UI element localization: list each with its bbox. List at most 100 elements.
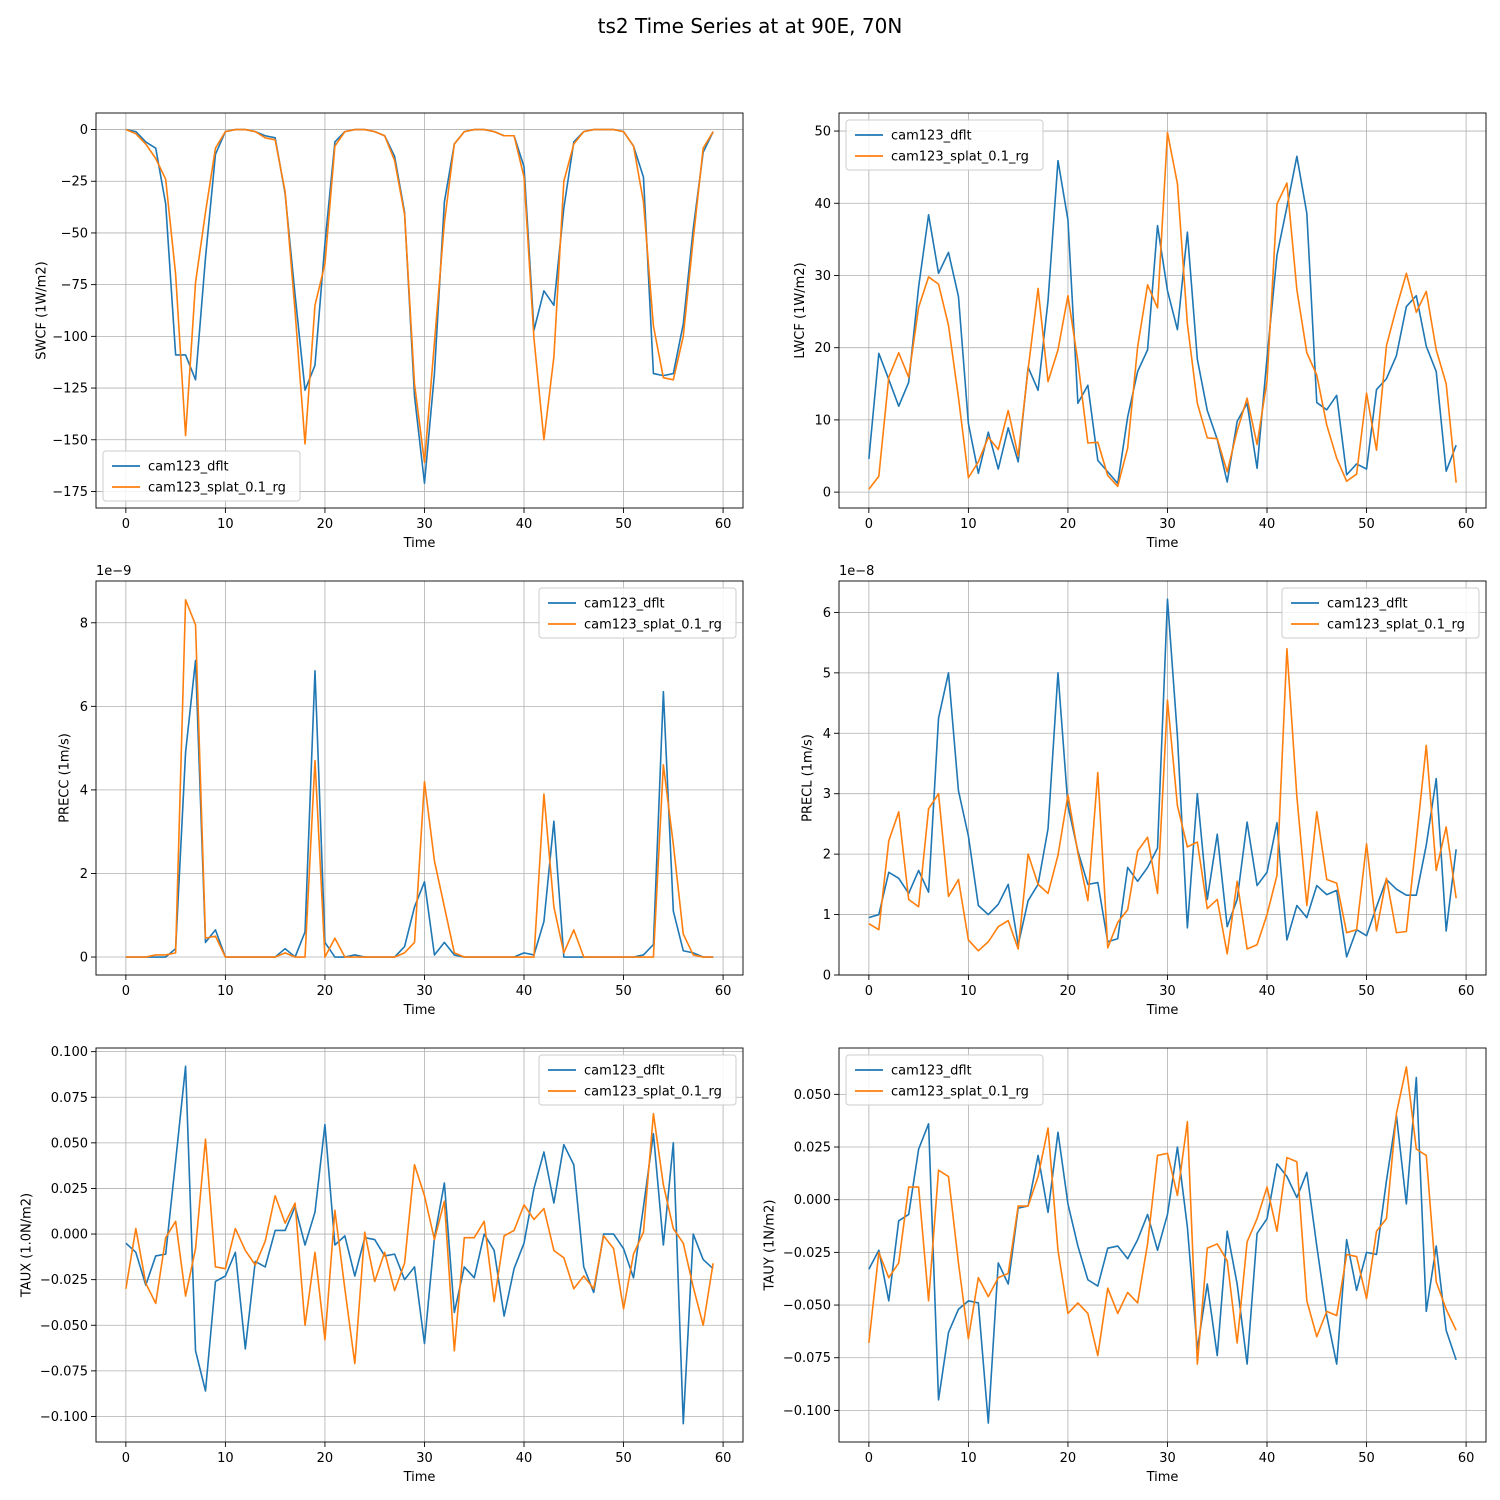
chart-1-lwcf: 0 10 20 30 40 50 60 0 10 20 30 40 50 Time LWCF (1W/m2)… <box>793 112 1487 551</box>
x-tick-label: 0 <box>865 1451 873 1466</box>
legend-box <box>102 450 301 502</box>
series-line-cam123_dflt <box>868 1076 1457 1424</box>
y-tick-label: 0 <box>80 951 88 966</box>
x-tick-label: 60 <box>715 1451 732 1466</box>
axes-frame <box>95 580 744 976</box>
y-tick-label: −0.025 <box>40 1273 88 1288</box>
y-tick-label: −175 <box>52 485 88 500</box>
x-tick-label: 30 <box>416 517 433 532</box>
series-line-cam123_splat_0.1_rg <box>125 1112 714 1365</box>
y-tick-label: 20 <box>814 341 831 356</box>
x-tick-label: 30 <box>1159 984 1176 999</box>
x-tick-label: 30 <box>416 984 433 999</box>
legend-box <box>1281 587 1480 639</box>
x-tick-label: 20 <box>317 1451 334 1466</box>
x-tick-label: 50 <box>615 517 632 532</box>
y-tick-label: −125 <box>52 382 88 397</box>
x-tick-label: 0 <box>122 1451 130 1466</box>
legend-entry-label: cam123_splat_0.1_rg <box>584 1085 722 1100</box>
legend-entry-label: cam123_splat_0.1_rg <box>584 618 722 633</box>
legend-entry-label: cam123_dflt <box>148 460 229 475</box>
x-axis-label: Time <box>1146 1003 1179 1018</box>
y-tick-label: −100 <box>52 330 88 345</box>
y-offset-text: 1e−8 <box>839 564 874 579</box>
y-tick-label: 5 <box>823 666 831 681</box>
y-tick-label: −0.025 <box>783 1246 831 1261</box>
x-tick-label: 0 <box>122 984 130 999</box>
x-tick-label: 30 <box>416 1451 433 1466</box>
x-tick-label: 60 <box>1458 1451 1475 1466</box>
x-tick-label: 30 <box>1159 517 1176 532</box>
legend: cam123_dflt cam123_splat_0.1_rg <box>538 1054 737 1106</box>
legend-entry-label: cam123_dflt <box>1327 597 1408 612</box>
y-tick-label: 0.025 <box>794 1141 831 1156</box>
x-axis-label: Time <box>1146 536 1179 551</box>
legend-entry-label: cam123_splat_0.1_rg <box>1327 618 1465 633</box>
legend: cam123_dflt cam123_splat_0.1_rg <box>538 587 737 639</box>
legend-box <box>845 119 1044 171</box>
y-tick-label: 0 <box>823 486 831 501</box>
axes-frame <box>95 112 744 509</box>
y-tick-label: −0.075 <box>40 1364 88 1379</box>
legend: cam123_dflt cam123_splat_0.1_rg <box>845 1054 1044 1106</box>
legend-entry-label: cam123_splat_0.1_rg <box>148 481 286 496</box>
y-tick-label: 0.000 <box>51 1228 88 1243</box>
y-axis-label: TAUY (1N/m2) <box>762 1200 777 1292</box>
x-tick-label: 30 <box>1159 1451 1176 1466</box>
legend-box <box>538 587 737 639</box>
series-line-cam123_splat_0.1_rg <box>868 647 1457 955</box>
y-tick-label: 0.025 <box>51 1182 88 1197</box>
legend: cam123_dflt cam123_splat_0.1_rg <box>1281 587 1480 639</box>
y-tick-label: 4 <box>823 727 831 742</box>
series-line-cam123_splat_0.1_rg <box>868 131 1457 490</box>
y-tick-label: −0.050 <box>783 1299 831 1314</box>
x-tick-label: 40 <box>516 517 533 532</box>
y-tick-label: 6 <box>80 700 88 715</box>
x-tick-label: 40 <box>1259 517 1276 532</box>
y-axis-label: LWCF (1W/m2) <box>793 262 808 358</box>
legend-box <box>845 1054 1044 1106</box>
legend-entry-label: cam123_splat_0.1_rg <box>891 150 1029 165</box>
y-tick-label: 2 <box>80 867 88 882</box>
x-tick-label: 20 <box>1060 1451 1077 1466</box>
y-tick-label: 4 <box>80 783 88 798</box>
legend-entry-label: cam123_splat_0.1_rg <box>891 1085 1029 1100</box>
y-axis-label: PRECL (1m/s) <box>800 734 815 822</box>
legend: cam123_dflt cam123_splat_0.1_rg <box>845 119 1044 171</box>
x-axis-label: Time <box>403 1470 436 1485</box>
y-tick-label: 40 <box>814 197 831 212</box>
y-tick-label: −0.100 <box>783 1404 831 1419</box>
chart-3-precl: 0 10 20 30 40 50 60 0 1 2 3 4 5 6 Time PRECL (1m/s) 1e−8… <box>800 564 1487 1018</box>
series-line-cam123_splat_0.1_rg <box>125 598 714 958</box>
y-tick-label: 0.050 <box>51 1136 88 1151</box>
axes-frame <box>95 1047 744 1443</box>
x-tick-label: 10 <box>217 984 234 999</box>
y-axis-label: SWCF (1W/m2) <box>35 261 50 359</box>
series-line-cam123_splat_0.1_rg <box>125 128 714 464</box>
legend: cam123_dflt cam123_splat_0.1_rg <box>102 450 301 502</box>
x-axis-label: Time <box>403 536 436 551</box>
x-tick-label: 60 <box>715 517 732 532</box>
y-tick-label: 6 <box>823 606 831 621</box>
y-axis-label: PRECC (1m/s) <box>57 733 72 823</box>
y-tick-label: 0.050 <box>794 1088 831 1103</box>
series-line-cam123_dflt <box>125 128 714 484</box>
series-line-cam123_dflt <box>868 598 1457 958</box>
y-tick-label: 8 <box>80 616 88 631</box>
y-tick-label: 10 <box>814 413 831 428</box>
x-tick-label: 50 <box>1358 517 1375 532</box>
legend-entry-label: cam123_dflt <box>584 597 665 612</box>
y-tick-label: 3 <box>823 787 831 802</box>
x-tick-label: 10 <box>960 984 977 999</box>
x-tick-label: 40 <box>1259 1451 1276 1466</box>
chart-0-swcf: 0 10 20 30 40 50 60 0 −25 −50 −75 −100 −125 −150 −175 T… <box>35 112 744 551</box>
chart-5-tauy: 0 10 20 30 40 50 60 0.050 0.025 0.000 −0.025 −0.050… <box>762 1047 1487 1485</box>
chart-2-precc: 0 10 20 30 40 50 60 0 2 4 6 8 Time PRECC (1m/s) 1e−9 ca… <box>57 564 744 1018</box>
y-tick-label: 0.075 <box>51 1091 88 1106</box>
x-tick-label: 20 <box>317 984 334 999</box>
x-tick-label: 10 <box>217 1451 234 1466</box>
x-axis-label: Time <box>403 1003 436 1018</box>
x-tick-label: 40 <box>516 984 533 999</box>
